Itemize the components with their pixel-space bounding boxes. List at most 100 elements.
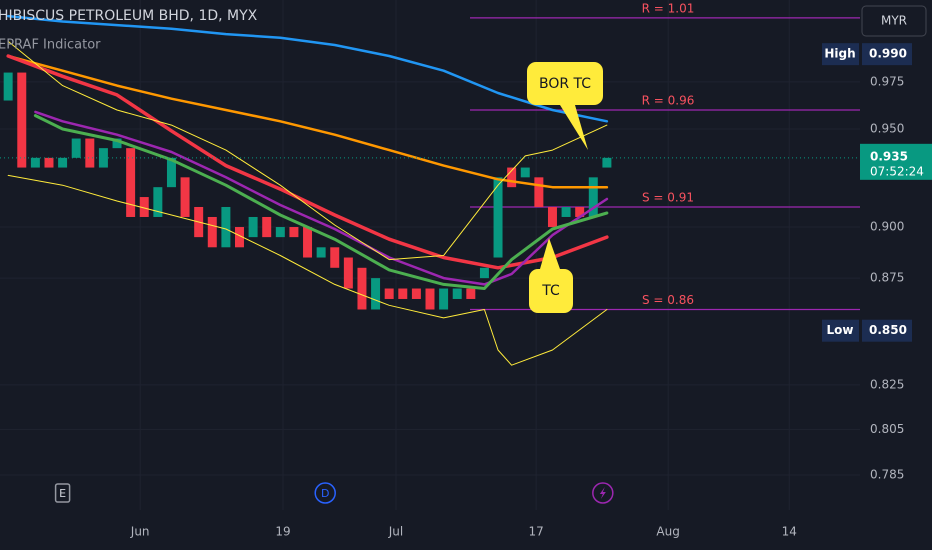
candle-body <box>71 138 81 158</box>
low-name: Low <box>827 323 854 337</box>
candle-body <box>235 227 244 248</box>
indicator-line <box>34 110 609 286</box>
candle-body <box>44 157 54 168</box>
candle-body <box>452 288 462 299</box>
chart-title: HIBISCUS PETROLEUM BHD, 1D, MYX <box>0 8 258 24</box>
y-tick-label: 0.975 <box>870 74 904 88</box>
candle-body <box>139 197 149 217</box>
candle-body <box>30 157 40 168</box>
callout-text: TC <box>541 283 560 299</box>
level-label: S = 0.86 <box>642 293 694 307</box>
callout-box <box>529 269 573 313</box>
high-value-tag <box>862 43 912 66</box>
candle-body <box>221 206 231 248</box>
event-label: E <box>59 487 66 500</box>
high-name-tag <box>822 43 859 66</box>
y-tick-label: 0.950 <box>870 121 904 135</box>
candle-body <box>425 288 435 310</box>
candle-body <box>289 227 299 238</box>
candle-body <box>180 177 190 217</box>
high-value: 0.990 <box>869 47 907 61</box>
last-price-value: 0.935 <box>870 149 908 163</box>
low-value-tag <box>862 319 912 342</box>
low-name-tag <box>822 319 859 342</box>
event-icon <box>54 483 71 503</box>
y-tick-label: 0.900 <box>870 220 904 234</box>
candle-body <box>98 148 108 168</box>
indicator-line <box>7 40 608 261</box>
callout-tail <box>540 238 560 269</box>
candle-body <box>330 247 340 268</box>
y-tick-label: 0.825 <box>870 377 904 391</box>
candle-body <box>357 267 367 310</box>
currency-button[interactable] <box>861 5 927 37</box>
indicator-lines <box>6 14 609 366</box>
candle-body <box>398 288 408 299</box>
high-name: High <box>824 47 855 61</box>
candle-body <box>58 157 68 168</box>
candle-body <box>479 267 489 279</box>
candle-body <box>371 278 381 310</box>
candle-body <box>602 157 612 168</box>
y-tick-label: 0.875 <box>870 271 904 285</box>
level-label: S = 0.91 <box>642 190 694 204</box>
low-value: 0.850 <box>869 323 907 337</box>
indicator-line <box>7 174 608 366</box>
candle-body <box>534 177 544 207</box>
candle-body <box>520 167 530 178</box>
last-price-tag <box>860 143 932 180</box>
candle-body <box>126 148 136 217</box>
candle-body <box>575 206 585 217</box>
candle-body <box>343 257 353 289</box>
candle-body <box>493 177 503 258</box>
x-tick-label: 19 <box>275 525 290 539</box>
y-tick-label: 0.785 <box>870 468 904 482</box>
x-tick-label: Jun <box>130 525 150 539</box>
event-lightning <box>599 487 606 499</box>
candle-body <box>561 206 571 217</box>
candle-body <box>507 167 517 188</box>
x-tick-label: Aug <box>656 525 679 539</box>
candle-body <box>166 157 176 188</box>
candle-body <box>275 227 285 238</box>
candle-body <box>262 216 272 238</box>
candle-body <box>466 288 476 299</box>
x-tick-label: 17 <box>528 525 543 539</box>
indicator-line <box>6 54 609 189</box>
event-label: D <box>321 487 329 500</box>
candles <box>3 72 612 310</box>
currency-label[interactable]: MYR <box>881 14 907 28</box>
callout-box <box>527 62 603 105</box>
last-price-countdown: 07:52:24 <box>870 164 924 178</box>
candle-body <box>3 72 13 101</box>
x-tick-label: Jul <box>388 525 403 539</box>
callout-text: BOR TC <box>539 76 591 92</box>
candle-body <box>439 288 449 310</box>
candle-body <box>588 177 598 217</box>
candle-body <box>384 288 394 299</box>
level-label: R = 1.01 <box>642 1 695 15</box>
candle-body <box>112 138 122 149</box>
candle-body <box>547 206 557 228</box>
candle-body <box>207 216 217 248</box>
candle-body <box>85 138 95 168</box>
candle-body <box>303 227 313 258</box>
x-tick-label: 14 <box>782 525 797 539</box>
candle-body <box>153 187 163 217</box>
event-icon <box>314 482 336 504</box>
indicator-line <box>33 114 609 290</box>
candle-body <box>17 72 27 168</box>
indicator-line <box>6 14 609 123</box>
candle-body <box>248 216 258 238</box>
grid <box>0 0 860 510</box>
candle-body <box>411 288 421 299</box>
y-tick-label: 0.805 <box>870 422 904 436</box>
callout-tail <box>560 105 588 150</box>
candle-body <box>316 247 326 258</box>
overlay: BOR TC TC <box>0 62 860 313</box>
level-label: R = 0.96 <box>642 93 695 107</box>
axes: 0.975 0.950 0.900 0.875 0.825 0.805 0.785 Jun 19… <box>54 43 932 539</box>
indicator-name: EPRAF Indicator <box>0 38 101 53</box>
